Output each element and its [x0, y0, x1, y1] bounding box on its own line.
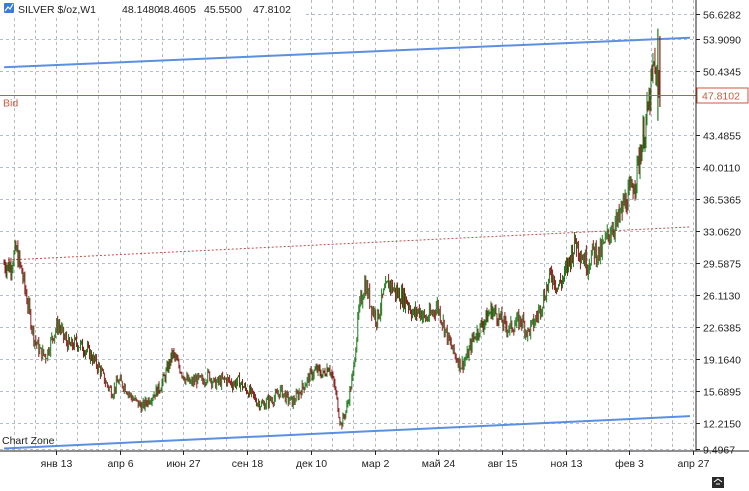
time-tick-label: авг 15 [488, 458, 518, 470]
channel-lower-line[interactable] [3, 415, 691, 450]
header-background [0, 0, 305, 18]
price-tick-label: 26.1130 [703, 291, 740, 303]
bid-line-group: Bid [0, 95, 696, 110]
price-tick-label: 29.5875 [703, 259, 741, 271]
candles [3, 28, 661, 430]
channel-mid-line[interactable] [3, 226, 691, 261]
price-tick-label: 53.9090 [703, 35, 741, 47]
price-tick-label: 9.4967 [703, 445, 735, 457]
time-tick-label: май 24 [422, 458, 456, 470]
axis-frame [0, 0, 749, 452]
time-tick-label: дек 10 [296, 458, 327, 470]
price-tick-label: 22.6385 [703, 323, 741, 335]
time-tick-label: апр 27 [678, 458, 710, 470]
header-low: 45.5500 [204, 4, 242, 16]
time-tick-label: апр 6 [107, 458, 133, 470]
trend-lines[interactable] [3, 36, 691, 450]
time-tick-label: янв 13 [41, 458, 73, 470]
header-high: 48.4605 [158, 4, 196, 16]
header-symbol: SILVER $/oz,W1 [18, 4, 96, 16]
time-tick-label: фев 3 [615, 458, 644, 470]
price-tick-label: 12.2150 [703, 419, 741, 431]
chart-type-icon[interactable] [4, 3, 14, 13]
autoscroll-icon[interactable] [712, 477, 724, 488]
chart-zone-label: Chart Zone [2, 435, 55, 447]
price-tick-label: 56.6282 [703, 10, 741, 22]
price-tick-label: 40.0110 [703, 163, 740, 175]
time-tick-label: июн 27 [166, 458, 200, 470]
price-tick-label: 33.0620 [703, 227, 741, 239]
time-tick-label: мар 2 [362, 458, 390, 470]
bid-price-tag: 47.8102 [696, 87, 749, 104]
time-tick-label: сен 18 [232, 458, 264, 470]
price-tick-label: 19.1640 [703, 355, 741, 367]
channel-upper-line[interactable] [3, 36, 691, 69]
time-tick-label: ноя 13 [551, 458, 583, 470]
price-tick-label: 36.5365 [703, 195, 741, 207]
header-open: 48.1480 [122, 4, 160, 16]
header: SILVER $/oz,W1 48.1480 48.4605 45.5500 4… [0, 0, 305, 18]
header-close: 47.8102 [253, 4, 291, 16]
price-tick-label: 43.4855 [703, 131, 741, 143]
bid-label: Bid [3, 98, 18, 110]
bid-price-box [696, 87, 749, 104]
price-tick-label: 15.6895 [703, 387, 741, 399]
time-axis[interactable]: янв 13 апр 6 июн 27 сен 18 дек 10 мар 2 май 24… [41, 451, 710, 470]
price-axis[interactable]: 56.6282 53.9090 50.4345 43.4855 40.0110 36.53… [696, 10, 741, 457]
price-tick-label: 50.4345 [703, 67, 741, 79]
bid-price-label: 47.8102 [702, 91, 740, 103]
